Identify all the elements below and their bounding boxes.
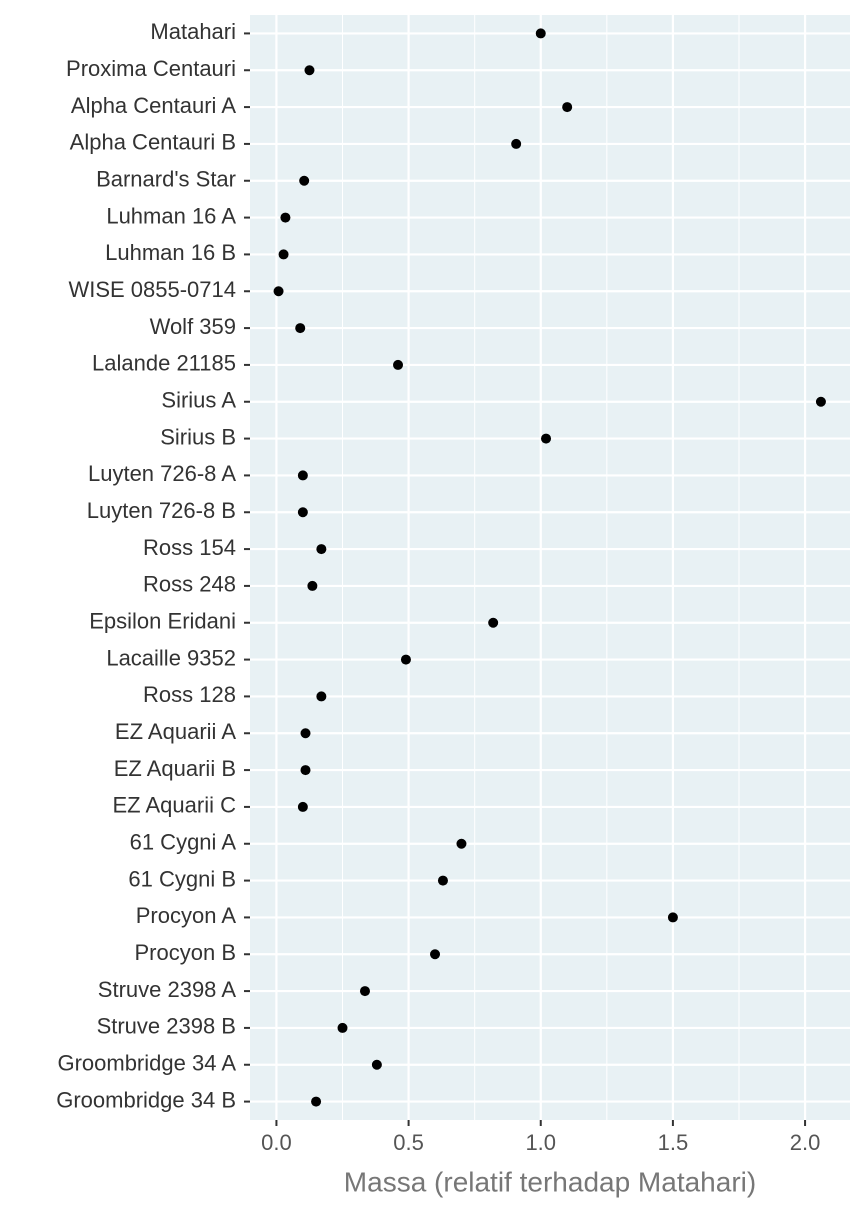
point [815, 396, 826, 407]
y-tick-label: Ross 154 [143, 535, 236, 560]
y-tick-label: 61 Cygni A [130, 830, 237, 855]
y-tick-label: Procyon B [135, 940, 237, 965]
point [300, 728, 311, 739]
y-tick-label: Luyten 726-8 A [88, 461, 236, 486]
x-axis-title: Massa (relatif terhadap Matahari) [344, 1166, 756, 1197]
y-tick-label: Lacaille 9352 [106, 645, 236, 670]
x-tick-label: 2.0 [790, 1130, 821, 1155]
x-tick-label: 0.0 [261, 1130, 292, 1155]
point [307, 580, 318, 591]
point [667, 912, 678, 923]
x-tick-label: 1.5 [658, 1130, 689, 1155]
y-tick-label: EZ Aquarii A [115, 719, 236, 744]
point [488, 617, 499, 628]
point [535, 28, 546, 39]
y-tick-label: Sirius B [160, 424, 236, 449]
y-tick-label: Struve 2398 B [97, 1014, 236, 1039]
point [299, 175, 310, 186]
y-tick-label: Ross 128 [143, 682, 236, 707]
point [316, 544, 327, 555]
y-tick-label: Lalande 21185 [92, 351, 236, 376]
y-tick-label: Alpha Centauri B [70, 130, 236, 155]
y-tick-label: Epsilon Eridani [89, 609, 236, 634]
y-tick-label: EZ Aquarii C [113, 793, 237, 818]
point [511, 138, 522, 149]
y-tick-label: Proxima Centauri [66, 56, 236, 81]
y-tick-label: Sirius A [161, 388, 236, 413]
point [430, 949, 441, 960]
y-tick-label: Matahari [150, 19, 236, 44]
y-tick-label: Luhman 16 B [105, 240, 236, 265]
y-tick-label: Luyten 726-8 B [87, 498, 236, 523]
point [456, 838, 467, 849]
point [297, 470, 308, 481]
y-tick-label: Struve 2398 A [98, 977, 237, 1002]
point [280, 212, 291, 223]
y-tick-label: Procyon A [136, 903, 237, 928]
point [437, 875, 448, 886]
y-tick-label: Groombridge 34 B [56, 1087, 236, 1112]
point [393, 359, 404, 370]
point [337, 1022, 348, 1033]
point [316, 691, 327, 702]
point [297, 801, 308, 812]
y-tick-label: Luhman 16 A [106, 203, 236, 228]
point [295, 323, 306, 334]
point [278, 249, 289, 260]
plot-panel [250, 15, 850, 1120]
point [300, 765, 311, 776]
y-tick-label: Ross 248 [143, 572, 236, 597]
y-tick-label: Wolf 359 [150, 314, 236, 339]
point [311, 1096, 322, 1107]
x-tick-label: 0.5 [393, 1130, 424, 1155]
point [562, 102, 573, 113]
y-tick-label: EZ Aquarii B [114, 756, 236, 781]
point [297, 507, 308, 518]
point [541, 433, 552, 444]
y-tick-label: 61 Cygni B [128, 866, 236, 891]
y-tick-label: Alpha Centauri A [71, 93, 236, 118]
point [304, 65, 315, 76]
y-tick-label: Groombridge 34 A [57, 1051, 236, 1076]
point [371, 1059, 382, 1070]
x-tick-label: 1.0 [525, 1130, 556, 1155]
y-tick-label: Barnard's Star [96, 167, 236, 192]
y-tick-label: WISE 0855-0714 [68, 277, 236, 302]
point [359, 986, 370, 997]
point [273, 286, 284, 297]
point [400, 654, 411, 665]
